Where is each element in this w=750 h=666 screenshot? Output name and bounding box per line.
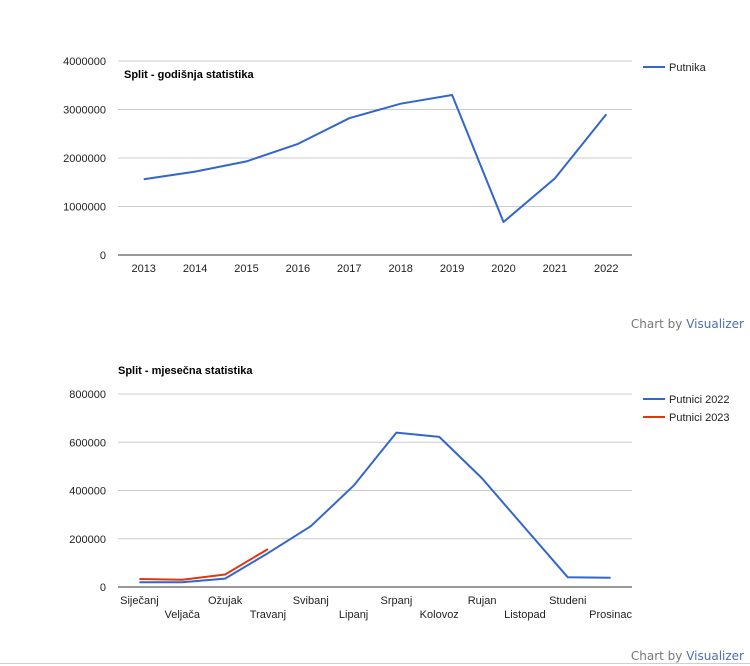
annual-chart-svg: 0 1000000 2000000 3000000 4000000 2013 2014 201… [63, 56, 707, 275]
y-tick-label: 1000000 [63, 202, 106, 214]
x-tick-label: 2013 [131, 263, 155, 275]
x-tick-label: Ožujak [208, 595, 243, 607]
x-tick-label: Rujan [468, 595, 497, 607]
y-tick-label: 3000000 [63, 105, 106, 117]
credit-prefix: Chart by [630, 649, 683, 663]
data-point [451, 94, 453, 96]
series-line-1 [139, 431, 611, 584]
x-tick-label: Lipanj [339, 609, 368, 621]
chart-credit: Chart by Visualizer [631, 317, 744, 331]
x-tick-label: 2015 [234, 263, 258, 275]
data-point [246, 160, 248, 162]
y-tick-label: 4000000 [63, 56, 106, 68]
x-tick-label: Prosinac [589, 609, 632, 621]
data-point [138, 578, 140, 580]
series-line-2 [139, 548, 269, 581]
x-tick-label: Listopad [504, 609, 546, 621]
data-point [297, 143, 299, 145]
data-point [605, 113, 607, 115]
data-point [610, 577, 612, 579]
x-tick-label: Svibanj [293, 595, 329, 607]
data-point [481, 477, 483, 479]
x-tick-label: 2016 [286, 263, 310, 275]
visualizer-link[interactable]: Visualizer [686, 317, 744, 331]
series-line-1 [143, 94, 608, 223]
y-tick-label: 400000 [69, 486, 106, 498]
y-tick-label: 0 [100, 582, 106, 594]
legend-label: Putnika [669, 62, 707, 74]
x-tick-label: Veljača [165, 609, 201, 621]
data-point [524, 527, 526, 529]
y-tick-label: 600000 [69, 437, 106, 449]
data-point [224, 578, 226, 580]
x-tick-label: Studeni [549, 595, 586, 607]
x-tick-label: Siječanj [120, 595, 159, 607]
data-point [143, 178, 145, 180]
x-tick-label: Srpanj [381, 595, 413, 607]
x-tick-label: Travanj [250, 609, 286, 621]
data-point [348, 117, 350, 119]
data-point [503, 221, 505, 223]
data-point [438, 436, 440, 438]
x-tick-label: 2017 [337, 263, 361, 275]
y-tick-label: 2000000 [63, 153, 106, 165]
y-tick-label: 200000 [69, 534, 106, 546]
x-tick-label: 2014 [183, 263, 207, 275]
legend-label: Putnici 2023 [669, 412, 730, 424]
visualizer-link[interactable]: Visualizer [686, 649, 744, 663]
data-point [181, 579, 183, 581]
data-point [267, 552, 269, 554]
chart-title: Split - godišnja statistika [124, 69, 254, 81]
data-point [267, 548, 269, 550]
x-tick-label: 2022 [594, 263, 618, 275]
credit-prefix: Chart by [630, 317, 683, 331]
data-point [567, 576, 569, 578]
x-tick-label: Kolovoz [420, 609, 459, 621]
bottom-divider [0, 663, 750, 664]
y-tick-label: 0 [100, 250, 106, 262]
x-tick-label: 2020 [491, 263, 515, 275]
x-tick-label: 2021 [543, 263, 567, 275]
x-tick-label: 2019 [440, 263, 464, 275]
data-point [224, 573, 226, 575]
monthly-chart: 0 200000 400000 600000 800000 Siječanj Veljača… [0, 345, 750, 666]
data-point [353, 485, 355, 487]
legend-label: Putnici 2022 [669, 394, 730, 406]
data-point [181, 581, 183, 583]
chart-title: Split - mjesečna statistika [118, 365, 253, 377]
data-point [194, 171, 196, 173]
data-point [554, 177, 556, 179]
chart-credit: Chart by Visualizer [631, 649, 744, 663]
monthly-chart-svg: 0 200000 400000 600000 800000 Siječanj Veljača… [69, 365, 730, 621]
annual-chart: 0 1000000 2000000 3000000 4000000 2013 2014 201… [63, 56, 744, 331]
y-tick-label: 800000 [69, 389, 106, 401]
data-point [138, 581, 140, 583]
data-point [400, 103, 402, 105]
data-point [310, 525, 312, 527]
data-point [395, 432, 397, 434]
x-tick-label: 2018 [388, 263, 412, 275]
